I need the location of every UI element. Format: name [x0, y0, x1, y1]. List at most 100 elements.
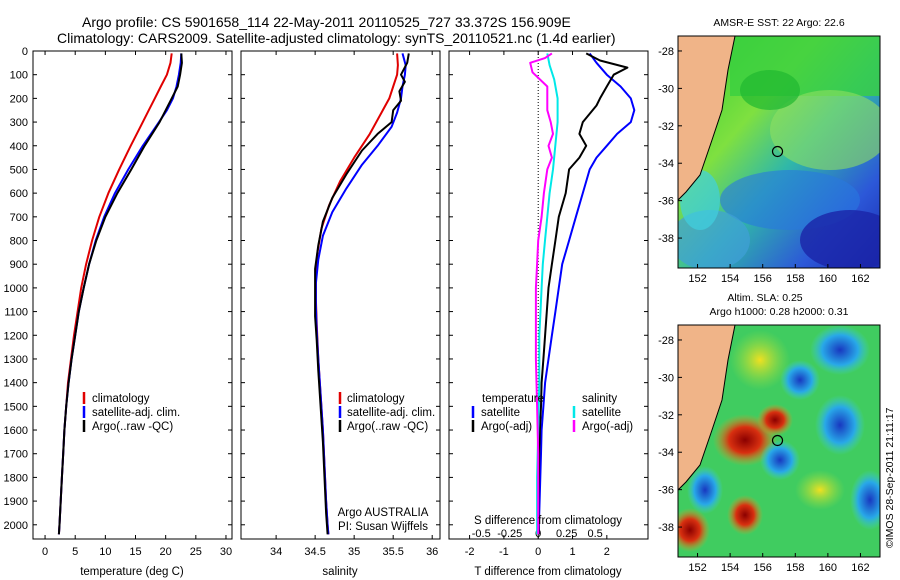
- x-tick-label: -2: [465, 546, 475, 558]
- salinity-xlabel: salinity: [322, 566, 357, 578]
- x-tick-label: 2: [604, 546, 610, 558]
- legend-label-t-argo: Argo(-adj): [481, 421, 532, 433]
- map-lon-label: 162: [851, 273, 869, 285]
- depth-tick-label: 1600: [4, 425, 28, 437]
- map-sla-field: [678, 325, 880, 557]
- series-line-climatology: [57, 53, 173, 535]
- x-tick-label: 35.5: [382, 546, 403, 558]
- map-lat-label: -32: [658, 410, 674, 422]
- t-diff-xlabel: T difference from climatology: [474, 566, 621, 578]
- s-diff-xlabel: S difference from climatology: [474, 515, 622, 527]
- x-tick-label: 34: [270, 546, 282, 558]
- depth-axis: 0 100 200 300 400 500 600 700 800 900 1000 1100 1200…: [4, 46, 648, 532]
- series-line-argo-raw-qc-: [57, 53, 183, 535]
- map-lon-label: 156: [754, 562, 772, 574]
- x-tick-label: -1: [499, 546, 509, 558]
- series-line-satellite-adj-clim-: [57, 53, 183, 535]
- series-line-s-argo-adj-: [529, 52, 554, 535]
- x-tick-label: 0: [42, 546, 48, 558]
- legend-salinity: climatology satellite-adj. clim. Argo(..…: [338, 392, 435, 433]
- map-lon-label: 158: [786, 562, 804, 574]
- legend-label-argo: Argo(..raw -QC): [92, 421, 173, 433]
- legend-label-climatology: climatology: [347, 393, 405, 405]
- depth-tick-label: 900: [10, 259, 28, 271]
- depth-tick-label: 400: [10, 141, 28, 153]
- x2-tick-label: -0.5: [472, 528, 491, 540]
- map-sla-frame: [677, 324, 881, 558]
- header-line1: Argo profile: CS 5901658_114 22-May-2011…: [82, 14, 571, 30]
- x-tick-label: 10: [99, 546, 111, 558]
- legend-temperature-header: temperature: [482, 393, 544, 405]
- map-lon-label: 156: [754, 273, 772, 285]
- depth-tick-label: 1300: [4, 354, 28, 366]
- timestamp: ©IMOS 28-Sep-2011 21:11:17: [884, 407, 896, 548]
- legend-label-s-argo: Argo(-adj): [582, 421, 633, 433]
- legend-label-argo: Argo(..raw -QC): [347, 421, 428, 433]
- x-tick-label: 35: [348, 546, 360, 558]
- depth-tick-label: 1800: [4, 472, 28, 484]
- map-lat-label: -38: [658, 233, 674, 245]
- map-lon-label: 162: [851, 562, 869, 574]
- x-tick-label: 36: [426, 546, 438, 558]
- legend-label-satellite: satellite-adj. clim.: [92, 407, 180, 419]
- series-line-satellite-adj-clim-: [314, 53, 407, 535]
- map-lat-label: -28: [658, 46, 674, 58]
- map-lon-label: 152: [688, 273, 706, 285]
- depth-tick-label: 500: [10, 164, 28, 176]
- x-tick-label: 34.5: [304, 546, 325, 558]
- legend-difference: temperature salinity satellite Argo(-adj…: [471, 393, 633, 433]
- map-sst-frame: [677, 35, 881, 269]
- depth-tick-label: 1500: [4, 401, 28, 413]
- x2-tick-label: 0.5: [588, 528, 603, 540]
- map-sst-field: [678, 36, 880, 268]
- map-lat-label: -30: [658, 372, 674, 384]
- depth-tick-label: 100: [10, 70, 28, 82]
- map-lon-label: 160: [819, 273, 837, 285]
- series-line-s-satellite: [536, 53, 559, 535]
- argo-pi-note: PI: Susan Wijffels: [338, 521, 428, 533]
- x-tick-label: 5: [72, 546, 78, 558]
- depth-tick-label: 1900: [4, 496, 28, 508]
- x-tick-label: 25: [190, 546, 202, 558]
- x2-tick-label: -0.25: [497, 528, 522, 540]
- map-lon-label: 154: [721, 273, 739, 285]
- map-sla-title2: Argo h1000: 0.28 h2000: 0.31: [710, 306, 849, 318]
- depth-tick-label: 1400: [4, 378, 28, 390]
- depth-tick-label: 0: [22, 46, 28, 58]
- depth-tick-label: 1000: [4, 283, 28, 295]
- header-line2: Climatology: CARS2009. Satellite-adjuste…: [57, 30, 615, 46]
- salinity-axes: [240, 50, 441, 540]
- argo-program-note: Argo AUSTRALIA: [338, 507, 429, 519]
- temperature-axes: [32, 50, 233, 540]
- map-lat-label: -34: [658, 447, 674, 459]
- depth-tick-label: 1100: [4, 307, 28, 319]
- profile-series: [57, 52, 636, 535]
- map-lat-label: -36: [658, 196, 674, 208]
- difference-axes: [448, 50, 649, 540]
- map-sla-argo-marker: [771, 434, 784, 447]
- map-sst-ticks: -28 -30 -32 -34 -36 -38 152 154 156 158 160 162: [658, 46, 870, 285]
- series-line-argo-raw-qc-: [314, 53, 410, 535]
- map-lat-label: -28: [658, 335, 674, 347]
- temperature-xlabel: temperature (deg C): [80, 566, 184, 578]
- series-line-climatology: [314, 53, 399, 535]
- depth-tick-label: 2000: [4, 520, 28, 532]
- legend-label-climatology: climatology: [92, 393, 150, 405]
- legend-label-s-satellite: satellite: [582, 407, 621, 419]
- depth-tick-label: 1700: [4, 449, 28, 461]
- map-sla-land: [678, 325, 735, 490]
- series-line-t-satellite: [537, 52, 636, 535]
- map-lon-label: 152: [688, 562, 706, 574]
- x-tick-label: 0: [535, 546, 541, 558]
- x-axes-ticks: 0 5 10 15 20 25 30 34 34.5 35 35.5 36 -2 -1 0 1 2 -0.5 -0.…: [42, 51, 610, 558]
- map-lat-label: -32: [658, 121, 674, 133]
- legend-salinity-header: salinity: [582, 393, 617, 405]
- map-lat-label: -34: [658, 158, 674, 170]
- series-line-t-argo-adj-: [537, 52, 629, 535]
- map-lat-label: -38: [658, 522, 674, 534]
- depth-tick-label: 200: [10, 93, 28, 105]
- depth-tick-label: 700: [10, 212, 28, 224]
- legend-label-satellite: satellite-adj. clim.: [347, 407, 435, 419]
- x-tick-label: 15: [129, 546, 141, 558]
